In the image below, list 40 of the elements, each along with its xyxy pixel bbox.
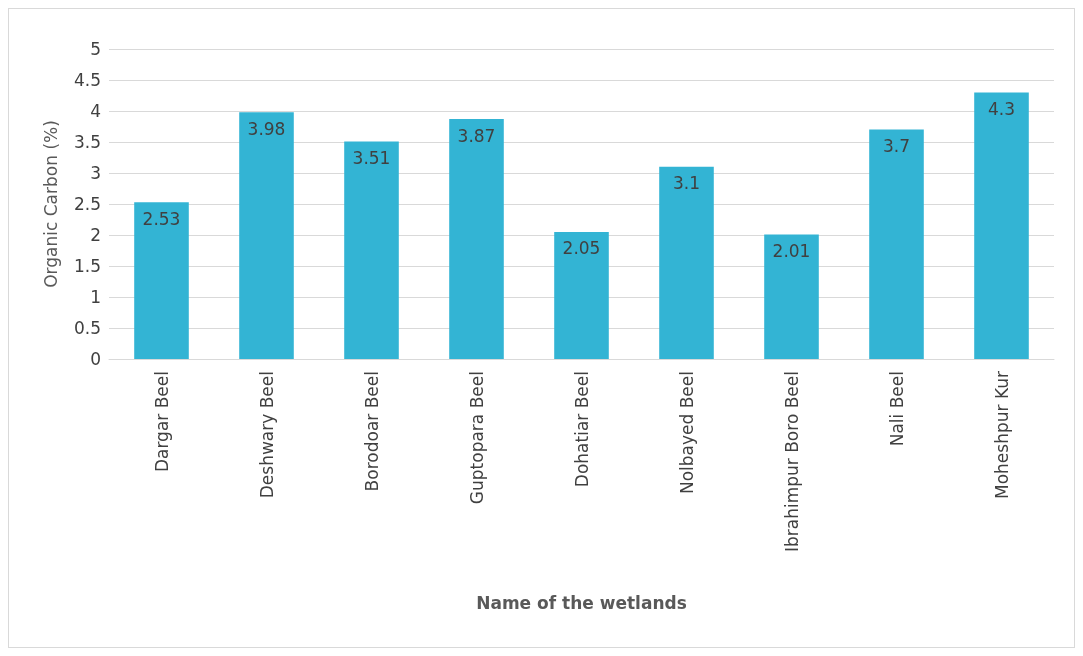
y-tick-label: 5 (90, 39, 101, 59)
data-label: 3.1 (672, 173, 701, 194)
y-tick-label: 0.5 (73, 318, 101, 338)
y-tick-label: 1.5 (73, 256, 101, 276)
y-tick-label: 2.5 (73, 194, 101, 214)
data-label: 3.98 (247, 118, 286, 139)
y-tick-label: 3.5 (73, 132, 101, 152)
data-label: 2.53 (142, 208, 181, 229)
y-axis-title: Organic Carbon (%) (40, 120, 61, 288)
data-label: 3.7 (882, 136, 911, 157)
bar (974, 92, 1029, 359)
y-tick-label: 0 (90, 349, 101, 369)
bar (134, 202, 189, 359)
data-label: 3.51 (352, 147, 391, 168)
x-tick-label: Deshwary Beel (256, 371, 277, 499)
bar (554, 231, 609, 359)
data-label: 3.87 (457, 125, 496, 146)
x-tick-label: Moheshpur Kur (991, 371, 1012, 499)
x-tick-label: Borodoar Beel (361, 371, 382, 492)
bar (449, 119, 504, 359)
data-label: 2.01 (772, 240, 811, 261)
bar (659, 166, 714, 359)
bar (344, 141, 399, 359)
y-tick-label: 3 (90, 163, 101, 183)
bar (869, 129, 924, 359)
bar (239, 112, 294, 359)
data-label: 4.3 (987, 98, 1016, 119)
data-label: 2.05 (562, 238, 601, 259)
x-axis-title: Name of the wetlands (476, 592, 687, 613)
y-tick-label: 4.5 (73, 70, 101, 90)
x-tick-label: Guptopara Beel (466, 371, 487, 505)
y-tick-label: 4 (90, 101, 101, 121)
x-tick-label: Nolbayed Beel (676, 371, 697, 495)
x-tick-label: Nali Beel (886, 371, 907, 447)
bar (764, 234, 819, 359)
x-tick-label: Dargar Beel (151, 371, 172, 473)
x-tick-label: Dohatiar Beel (571, 371, 592, 488)
x-tick-label: Ibrahimpur Boro Beel (781, 371, 802, 553)
y-tick-label: 1 (90, 287, 101, 307)
y-tick-label: 2 (90, 225, 101, 245)
